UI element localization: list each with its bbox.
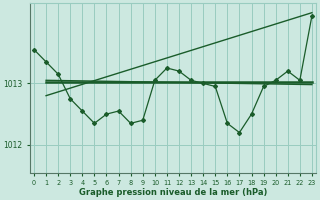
X-axis label: Graphe pression niveau de la mer (hPa): Graphe pression niveau de la mer (hPa): [79, 188, 267, 197]
